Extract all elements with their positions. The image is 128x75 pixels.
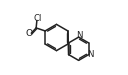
Text: N: N xyxy=(87,50,94,59)
Text: Cl: Cl xyxy=(34,14,42,23)
Text: O: O xyxy=(26,29,33,38)
Text: N: N xyxy=(76,31,82,40)
